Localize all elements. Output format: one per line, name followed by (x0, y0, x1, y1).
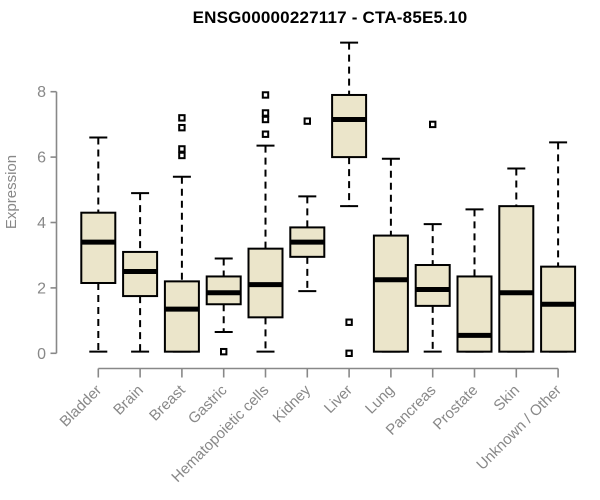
outlier-point (178, 123, 186, 132)
outlier-point (345, 318, 353, 326)
x-category-label: Breast (146, 381, 189, 424)
outlier-point (220, 347, 228, 356)
x-category-label: Lung (362, 382, 398, 418)
box-unknown-other (540, 141, 577, 353)
box-gastric (205, 257, 242, 356)
box-hematopoietic-cells (247, 91, 284, 353)
x-category-label: Skin (490, 382, 523, 415)
outlier-point (178, 151, 186, 160)
box-body (498, 205, 535, 353)
box-body (540, 265, 577, 353)
box-body (372, 234, 409, 353)
box-body (456, 275, 493, 353)
outlier-point (345, 349, 353, 358)
box-lung (372, 157, 409, 353)
box-prostate (456, 208, 493, 353)
outlier-point (261, 109, 270, 117)
x-category-label: Kidney (270, 381, 315, 426)
x-category-label: Prostate (430, 382, 482, 434)
y-tick-label: 2 (37, 280, 46, 297)
box-body (163, 280, 200, 353)
outlier-point (178, 145, 186, 153)
outlier-point (261, 130, 270, 138)
box-body (331, 93, 368, 159)
y-tick-label: 8 (37, 84, 46, 101)
y-tick-label: 4 (37, 215, 46, 232)
chart-title: ENSG00000227117 - CTA-85E5.10 (192, 8, 468, 27)
box-breast (163, 114, 200, 353)
x-category-label: Bladder (57, 382, 106, 431)
y-tick-label: 6 (37, 150, 46, 167)
outlier-point (178, 114, 186, 122)
outlier-point (261, 91, 270, 99)
box-body (80, 211, 117, 284)
x-category-label: Brain (110, 382, 147, 419)
box-bladder (80, 136, 117, 353)
outlier-point (429, 120, 437, 129)
outlier-point (303, 117, 312, 125)
x-category-label: Liver (321, 382, 356, 417)
box-brain (122, 192, 159, 353)
box-liver (331, 41, 368, 358)
box-pancreas (414, 120, 451, 353)
box-kidney (289, 117, 326, 293)
y-axis-label: Expression (3, 155, 20, 229)
outlier-point (261, 115, 270, 124)
box-body (414, 264, 451, 307)
box-skin (498, 167, 535, 353)
y-axis: 0 2 4 6 8 Expression (3, 84, 58, 363)
y-tick-label: 0 (37, 346, 46, 363)
